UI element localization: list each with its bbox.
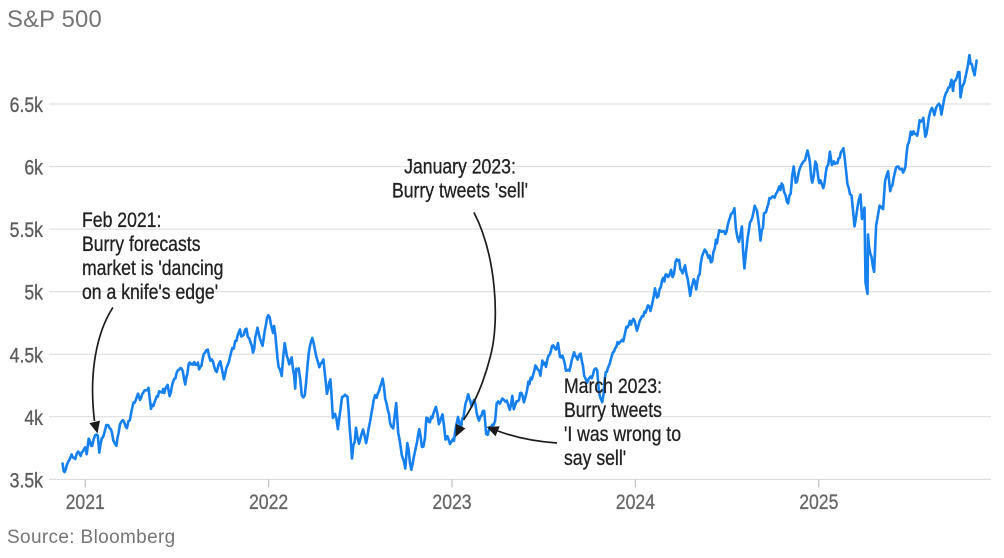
svg-text:4.5k: 4.5k (10, 344, 44, 368)
svg-text:January 2023:: January 2023: (404, 155, 516, 179)
svg-text:say sell': say sell' (564, 447, 626, 471)
svg-text:2025: 2025 (799, 491, 838, 515)
svg-text:S&P 500: S&P 500 (7, 6, 102, 33)
svg-text:on a knife's edge': on a knife's edge' (82, 281, 218, 305)
svg-text:Source: Bloomberg: Source: Bloomberg (7, 527, 176, 548)
svg-text:3.5k: 3.5k (10, 469, 44, 493)
svg-text:4k: 4k (24, 406, 43, 430)
svg-text:March 2023:: March 2023: (564, 375, 662, 399)
svg-text:2021: 2021 (66, 491, 105, 515)
svg-text:5k: 5k (24, 281, 43, 305)
svg-text:Burry tweets: Burry tweets (564, 399, 662, 423)
svg-text:Burry forecasts: Burry forecasts (82, 233, 201, 257)
svg-text:2024: 2024 (616, 491, 655, 515)
svg-text:Feb 2021:: Feb 2021: (82, 209, 161, 233)
svg-text:Burry tweets 'sell': Burry tweets 'sell' (392, 179, 528, 203)
svg-text:6.5k: 6.5k (10, 94, 44, 118)
svg-text:6k: 6k (24, 156, 43, 180)
svg-text:5.5k: 5.5k (10, 219, 44, 243)
svg-text:'I was wrong to: 'I was wrong to (564, 423, 681, 447)
svg-text:2022: 2022 (249, 491, 288, 515)
svg-text:market is 'dancing: market is 'dancing (82, 257, 223, 281)
svg-text:2023: 2023 (432, 491, 471, 515)
